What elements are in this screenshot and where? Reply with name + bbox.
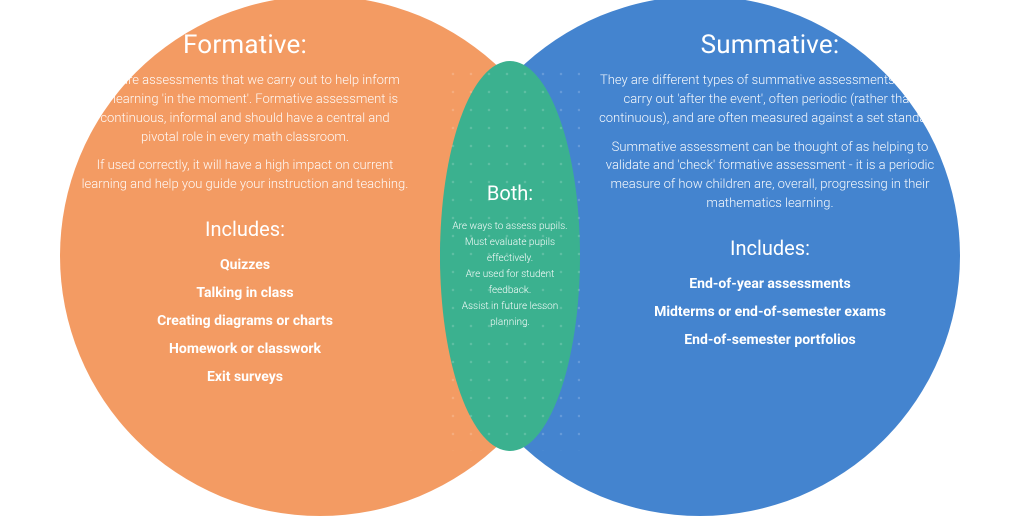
venn-overlap-section: Both: Are ways to assess pupils. Must ev… xyxy=(440,61,580,451)
list-item: Quizzes xyxy=(80,257,410,273)
formative-desc-1: They are assessments that we carry out t… xyxy=(80,72,410,147)
list-item: Homework or classwork xyxy=(80,341,410,357)
both-title: Both: xyxy=(446,181,574,205)
summative-includes-label: Includes: xyxy=(590,236,950,260)
venn-diagram: Formative: They are assessments that we … xyxy=(0,0,1024,512)
summative-desc-2: Summative assessment can be thought of a… xyxy=(590,139,950,214)
list-item: Are used for student feedback. xyxy=(446,267,574,299)
list-item: Assist in future lesson planning. xyxy=(446,299,574,331)
list-item: End-of-semester portfolios xyxy=(590,332,950,348)
list-item: End-of-year assessments xyxy=(590,276,950,292)
formative-includes-list: Quizzes Talking in class Creating diagra… xyxy=(80,257,410,385)
summative-includes-list: End-of-year assessments Midterms or end-… xyxy=(590,276,950,348)
list-item: Must evaluate pupils effectively. xyxy=(446,235,574,267)
formative-desc-2: If used correctly, it will have a high i… xyxy=(80,157,410,195)
summative-title: Summative: xyxy=(590,30,950,60)
both-list: Are ways to assess pupils. Must evaluate… xyxy=(446,219,574,331)
list-item: Exit surveys xyxy=(80,369,410,385)
list-item: Creating diagrams or charts xyxy=(80,313,410,329)
summative-desc-1: They are different types of summative as… xyxy=(590,72,950,129)
summative-section: Summative: They are different types of s… xyxy=(590,30,950,360)
list-item: Talking in class xyxy=(80,285,410,301)
formative-includes-label: Includes: xyxy=(80,217,410,241)
list-item: Midterms or end-of-semester exams xyxy=(590,304,950,320)
formative-section: Formative: They are assessments that we … xyxy=(80,30,410,397)
formative-title: Formative: xyxy=(80,30,410,60)
list-item: Are ways to assess pupils. xyxy=(446,219,574,235)
